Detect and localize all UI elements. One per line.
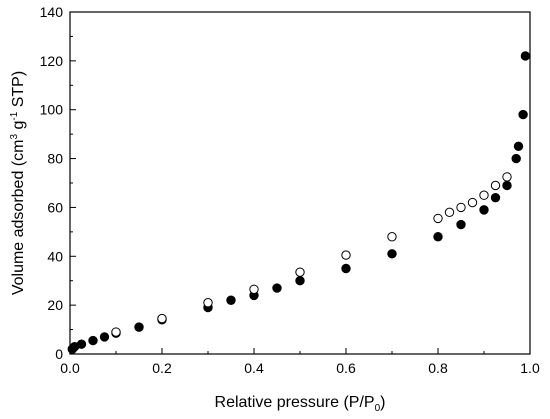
y-tick-label: 120 [40,53,64,69]
plot-frame [69,11,531,355]
adsorption-point [490,192,501,203]
adsorption-point [226,295,236,305]
data-points [67,51,531,354]
adsorption-point [456,219,466,230]
y-tick-label: 20 [47,297,63,313]
x-tick-label: 0.8 [428,360,448,376]
adsorption-point [134,322,144,332]
adsorption-point [511,153,521,164]
y-axis-title: Volume adsorbed (cm3 g-1 STP) [9,71,27,295]
y-tick-label: 100 [40,102,64,118]
adsorption-point [99,332,110,342]
desorption-point [341,250,351,260]
adsorption-point [76,339,87,349]
adsorption-point [387,249,397,259]
adsorption-point [513,141,524,152]
desorption-point [433,213,443,224]
desorption-point [502,172,512,182]
desorption-point [479,190,489,200]
desorption-point [467,197,478,208]
y-tick-label: 40 [47,248,63,264]
y-tick-label: 60 [47,199,63,215]
desorption-point [387,232,397,242]
x-tick-label: 0.2 [152,360,172,376]
y-tick-label: 0 [55,346,63,362]
x-tick-label: 0.4 [244,360,264,376]
desorption-point [444,207,455,218]
adsorption-point [502,180,512,191]
desorption-point [157,313,167,324]
desorption-point [456,202,466,213]
adsorption-point [341,263,351,274]
x-axis-title: Relative pressure (P/P0) [215,394,386,414]
adsorption-point [88,335,98,346]
desorption-point [295,267,305,277]
adsorption-point [479,205,489,215]
desorption-point [490,180,501,191]
y-tick-label: 80 [47,151,63,167]
adsorption-point [433,232,443,242]
desorption-point [203,298,213,308]
adsorption-point [272,283,282,293]
x-tick-label: 0.0 [60,360,80,376]
x-tick-label: 1.0 [520,360,540,376]
desorption-point [111,327,121,337]
adsorption-point [295,276,305,286]
axis-ticks: 0.0 0.2 0.4 0.6 0.8 1.0 0 20 40 60 80 100 120 140 [40,4,540,376]
adsorption-point [520,51,531,61]
desorption-point [249,284,259,294]
x-tick-label: 0.6 [336,360,356,376]
adsorption-point [518,109,528,120]
y-tick-label: 140 [40,4,64,20]
